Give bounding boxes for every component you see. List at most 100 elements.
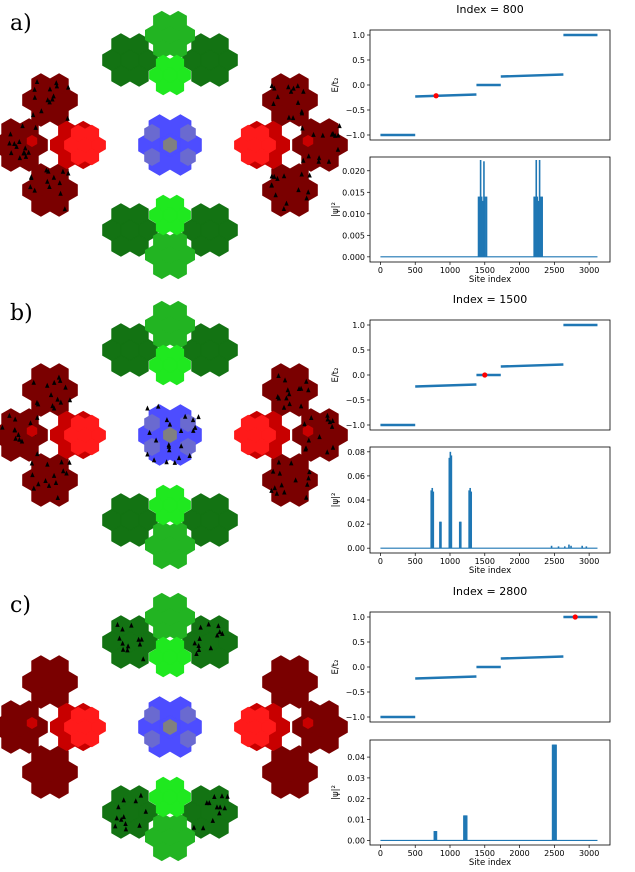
density-marker-icon	[276, 395, 282, 401]
density-marker-icon	[36, 481, 41, 487]
density-marker-icon	[17, 155, 23, 161]
density-marker-icon	[23, 153, 29, 159]
density-marker-icon	[273, 192, 278, 198]
lattice-map	[0, 300, 348, 570]
map-hex	[319, 731, 339, 754]
map-hex	[111, 323, 131, 346]
density-marker-icon	[29, 460, 35, 466]
density-marker-icon	[332, 132, 338, 138]
map-hex	[240, 706, 256, 724]
density-marker-icon	[304, 195, 309, 201]
density-marker-icon	[190, 417, 196, 423]
density-marker-icon	[141, 656, 146, 662]
map-hex	[180, 438, 196, 456]
map-hex	[191, 203, 211, 226]
density-marker-icon	[9, 150, 14, 156]
density-marker-icon	[281, 205, 287, 211]
panel-letter: b)	[10, 301, 33, 326]
density-marker-icon	[121, 814, 126, 820]
density-marker-icon	[22, 150, 27, 156]
map-hex	[209, 524, 229, 547]
map-hex	[301, 700, 321, 723]
x-tick-label: 1000	[440, 266, 460, 275]
density-marker-icon	[306, 153, 311, 159]
map-hex	[129, 493, 149, 516]
y-tick-label: 0.0	[352, 371, 365, 380]
density-marker-icon	[286, 84, 291, 90]
map-hex	[49, 363, 69, 386]
density-marker-icon	[285, 387, 291, 393]
map-hex	[180, 730, 196, 748]
y-tick-label: 0.000	[342, 253, 365, 262]
density-marker-icon	[306, 437, 312, 443]
density-marker-icon	[117, 635, 122, 641]
density-marker-icon	[156, 403, 161, 409]
lattice-map	[0, 592, 348, 862]
y-axis-label: E/t₂	[331, 660, 341, 675]
density-marker-icon	[32, 86, 37, 92]
map-hex	[289, 363, 309, 386]
x-tick-label: 2000	[509, 849, 529, 858]
y-axis-label: |ψ|²	[331, 493, 341, 508]
density-marker-icon	[45, 382, 50, 388]
density-marker-icon	[12, 140, 17, 146]
density-marker-icon	[167, 447, 172, 453]
density-marker-icon	[53, 479, 59, 485]
plot-frame	[369, 446, 611, 554]
density-marker-icon	[45, 97, 50, 103]
density-marker-icon	[219, 793, 225, 799]
density-marker-icon	[196, 643, 201, 649]
lattice-map	[0, 10, 348, 280]
density-marker-icon	[57, 180, 62, 186]
density-marker-icon	[32, 94, 38, 100]
density-marker-icon	[307, 172, 312, 178]
density-marker-icon	[66, 170, 71, 176]
density-marker-icon	[299, 171, 304, 177]
center-hex	[163, 427, 177, 443]
x-tick-label: 2000	[509, 266, 529, 275]
density-marker-icon	[12, 427, 17, 433]
density-marker-icon	[28, 420, 33, 426]
green-mid-cluster	[145, 520, 195, 570]
map-hex	[111, 33, 131, 56]
x-tick-label: 1500	[475, 849, 495, 858]
density-marker-icon	[289, 460, 294, 466]
density-marker-icon	[182, 413, 188, 419]
x-tick-label: 3000	[579, 557, 599, 566]
energy-chart: −1.0 −0.5 0.0 0.5 1.0 E/t₂	[331, 611, 611, 723]
density-marker-icon	[216, 623, 221, 629]
map-hex	[129, 64, 149, 87]
state-marker	[433, 93, 439, 99]
density-marker-icon	[284, 200, 289, 206]
density-marker-icon	[31, 485, 37, 491]
density-marker-icon	[12, 416, 18, 422]
density-marker-icon	[125, 643, 131, 649]
map-hex	[289, 484, 309, 507]
map-hex	[144, 124, 160, 142]
energy-segment	[500, 73, 564, 78]
density-marker-icon	[270, 468, 276, 474]
map-hex	[144, 730, 160, 748]
density-marker-icon	[217, 629, 222, 635]
density-marker-icon	[325, 449, 330, 455]
density-marker-icon	[30, 112, 36, 118]
x-tick-label: 1000	[440, 849, 460, 858]
density-marker-icon	[166, 443, 172, 449]
map-hex	[209, 323, 229, 346]
y-tick-label: 0.02	[347, 520, 365, 529]
density-marker-icon	[28, 184, 33, 190]
map-hex	[271, 363, 291, 386]
probability-chart: 0.00 0.01 0.02 0.03 0.04 0 500 1000 1500 2000 2500…	[331, 739, 611, 868]
density-marker-icon	[304, 378, 309, 384]
density-marker-icon	[295, 99, 301, 105]
density-marker-icon	[153, 437, 159, 443]
map-hex	[19, 731, 39, 754]
map-hex	[169, 812, 187, 833]
density-marker-icon	[120, 640, 125, 646]
green-mid-cluster	[145, 812, 195, 862]
outer-cluster	[22, 73, 78, 127]
density-marker-icon	[123, 821, 128, 827]
density-marker-icon	[145, 405, 150, 411]
inner-cluster	[64, 414, 106, 456]
y-tick-label: 0.5	[352, 56, 365, 65]
